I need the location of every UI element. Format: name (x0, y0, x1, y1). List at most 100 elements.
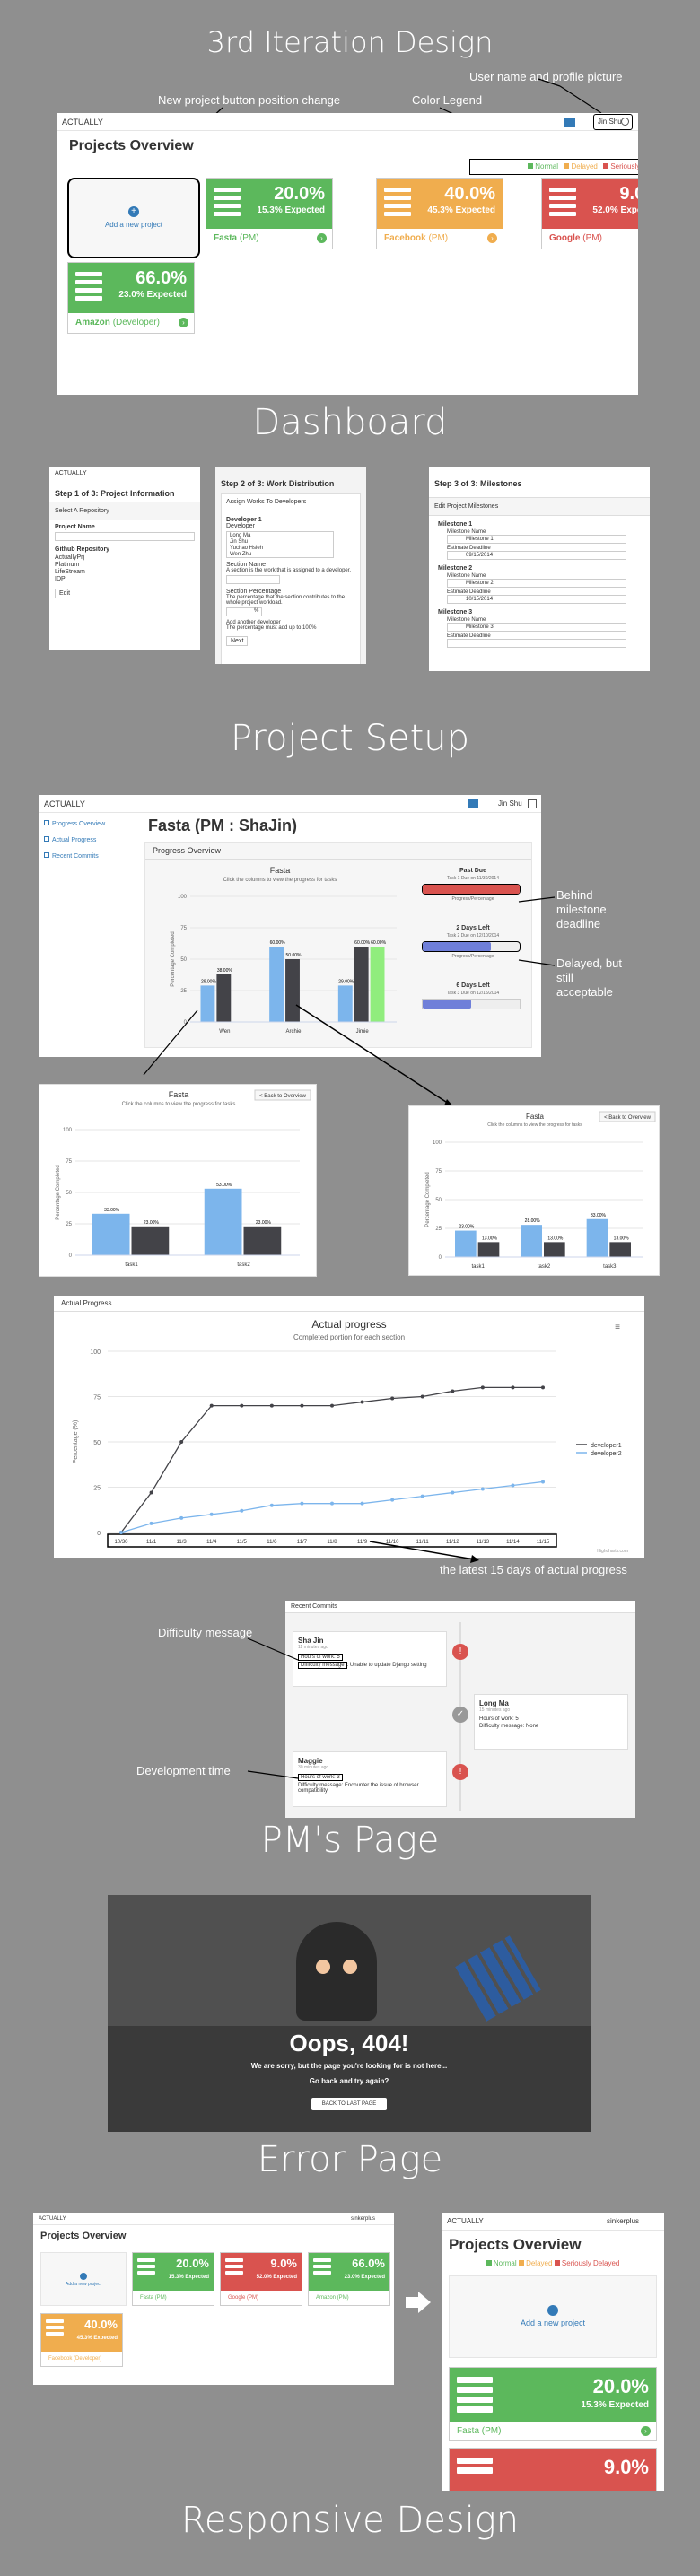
back-to-last-page-button[interactable]: BACK TO LAST PAGE (311, 2098, 387, 2110)
deadline-input[interactable] (447, 639, 626, 648)
data-point[interactable] (511, 1385, 515, 1390)
data-point[interactable] (330, 1403, 334, 1408)
data-point[interactable] (360, 1501, 364, 1506)
developer-option[interactable]: Jin Shu (230, 539, 249, 545)
project-card-fasta[interactable]: 20.0% 15.3% Expected Fasta (PM) › (206, 178, 333, 249)
bar[interactable] (204, 1188, 242, 1255)
bar[interactable] (609, 1242, 631, 1257)
next-button[interactable]: Next (226, 636, 249, 646)
data-point[interactable] (300, 1403, 304, 1408)
data-point[interactable] (451, 1389, 455, 1393)
data-point[interactable] (541, 1480, 545, 1484)
drilldown-bar-chart-1[interactable]: Fasta Click the columns to view the progr… (39, 1085, 318, 1278)
project-card-facebook[interactable]: 40.0% 45.3% Expected Facebook (PM) › (376, 178, 503, 249)
actual-progress-line-chart[interactable]: Actual progress Completed portion for eac… (54, 1310, 644, 1558)
arrow-right-icon[interactable]: › (641, 2426, 651, 2436)
chart-credit[interactable]: Highcharts.com (597, 1549, 628, 1554)
bar[interactable] (285, 959, 300, 1022)
data-point[interactable] (360, 1400, 364, 1404)
arrow-right-icon[interactable]: › (487, 233, 497, 243)
bar[interactable] (337, 985, 353, 1022)
back-to-overview-button[interactable]: < Back to Overview (254, 1089, 311, 1101)
bar[interactable] (521, 1225, 542, 1257)
data-point[interactable] (390, 1498, 395, 1502)
bar[interactable] (586, 1218, 608, 1257)
progress-bar-chart[interactable]: Fasta Click the columns to view the progr… (145, 860, 415, 1049)
data-point[interactable] (541, 1385, 545, 1390)
developer-option[interactable]: Long Ma (230, 533, 251, 538)
data-point[interactable] (451, 1490, 455, 1495)
bar[interactable] (131, 1226, 170, 1255)
project-card-google[interactable]: 9.0% (449, 2448, 657, 2491)
data-point[interactable] (209, 1403, 214, 1408)
project-card-fasta[interactable]: 20.0% 15.3% Expected Fasta (PM) (132, 2252, 214, 2306)
bar[interactable] (544, 1242, 565, 1257)
project-card-amazon[interactable]: 66.0% 23.0% Expected Amazon (PM) (308, 2252, 390, 2306)
data-point[interactable] (390, 1396, 395, 1401)
data-point[interactable] (119, 1531, 123, 1534)
bar[interactable] (216, 974, 232, 1022)
bar[interactable] (269, 947, 284, 1022)
user-name[interactable]: sinkerplus (351, 2216, 376, 2222)
bar[interactable] (92, 1213, 130, 1255)
data-point[interactable] (300, 1501, 304, 1506)
data-point[interactable] (269, 1503, 274, 1507)
data-point[interactable] (240, 1508, 244, 1513)
arrow-right-icon[interactable]: › (179, 318, 188, 327)
repo-option[interactable]: ActuallyPrj (55, 554, 85, 561)
data-point[interactable] (179, 1515, 184, 1520)
data-point[interactable] (511, 1483, 515, 1488)
back-to-overview-button[interactable]: < Back to Overview (599, 1111, 656, 1122)
project-name-input[interactable] (55, 532, 195, 541)
data-point[interactable] (179, 1440, 184, 1444)
developer-option[interactable]: Wen Zhu (230, 552, 252, 557)
user-menu[interactable]: Jin Shu (593, 114, 633, 130)
bar[interactable] (200, 985, 215, 1022)
data-point[interactable] (209, 1512, 214, 1516)
project-card-fasta[interactable]: 20.0% 15.3% Expected Fasta (PM) › (449, 2367, 657, 2441)
add-project-button[interactable]: Add a new project (40, 2252, 127, 2306)
bar[interactable] (354, 947, 369, 1022)
bar[interactable] (455, 1230, 477, 1257)
arrow-right-icon[interactable]: › (317, 233, 327, 243)
data-point[interactable] (240, 1403, 244, 1408)
data-point[interactable] (330, 1501, 334, 1506)
user-name[interactable]: sinkerplus (607, 2217, 640, 2225)
add-project-button[interactable]: Add a new project (449, 2275, 657, 2358)
data-point[interactable] (149, 1490, 153, 1495)
grid-icon[interactable] (468, 799, 478, 808)
sidebar-item-progress-overview[interactable]: Progress Overview (44, 820, 143, 827)
bar[interactable] (243, 1226, 282, 1255)
project-card-amazon[interactable]: 66.0% 23.0% Expected Amazon (Developer) › (67, 262, 195, 334)
milestone-name-input[interactable]: Milestone 3 (447, 623, 626, 632)
add-developer-link[interactable]: Add another developer (226, 620, 281, 625)
section-pct-input[interactable]: % (226, 607, 262, 616)
data-point[interactable] (149, 1521, 153, 1525)
user-name[interactable]: Jin Shu (498, 799, 522, 808)
deadline-input[interactable]: 10/15/2014 (447, 595, 626, 604)
data-point[interactable] (480, 1487, 485, 1491)
repo-option[interactable]: IDP (55, 576, 66, 582)
data-point[interactable] (480, 1385, 485, 1390)
grid-icon[interactable] (564, 118, 575, 127)
section-name-input[interactable] (226, 575, 280, 584)
add-project-button[interactable]: + Add a new project (67, 178, 200, 258)
milestone-name-input[interactable]: Milestone 2 (447, 579, 626, 588)
repo-option[interactable]: Platinum (55, 562, 80, 568)
project-card-google[interactable]: 9.0% 52.0% Expected Google (PM) (220, 2252, 302, 2306)
data-point[interactable] (269, 1403, 274, 1408)
sidebar-item-actual-progress[interactable]: Actual Progress (44, 836, 143, 843)
data-point[interactable] (420, 1494, 424, 1498)
edit-button[interactable]: Edit (55, 589, 75, 598)
developer-option[interactable]: Yuchao Hsieh (230, 546, 264, 551)
bar[interactable] (477, 1242, 500, 1257)
milestone-name-input[interactable]: Milestone 1 (447, 535, 626, 544)
legend-item[interactable]: developer2 (591, 1451, 622, 1457)
data-point[interactable] (420, 1394, 424, 1399)
sidebar-item-recent-commits[interactable]: Recent Commits (44, 852, 143, 860)
deadline-input[interactable]: 09/15/2014 (447, 551, 626, 560)
bar[interactable] (370, 947, 385, 1022)
project-card-facebook[interactable]: 40.0% 45.3% Expected Facebook (Developer) (40, 2313, 123, 2367)
